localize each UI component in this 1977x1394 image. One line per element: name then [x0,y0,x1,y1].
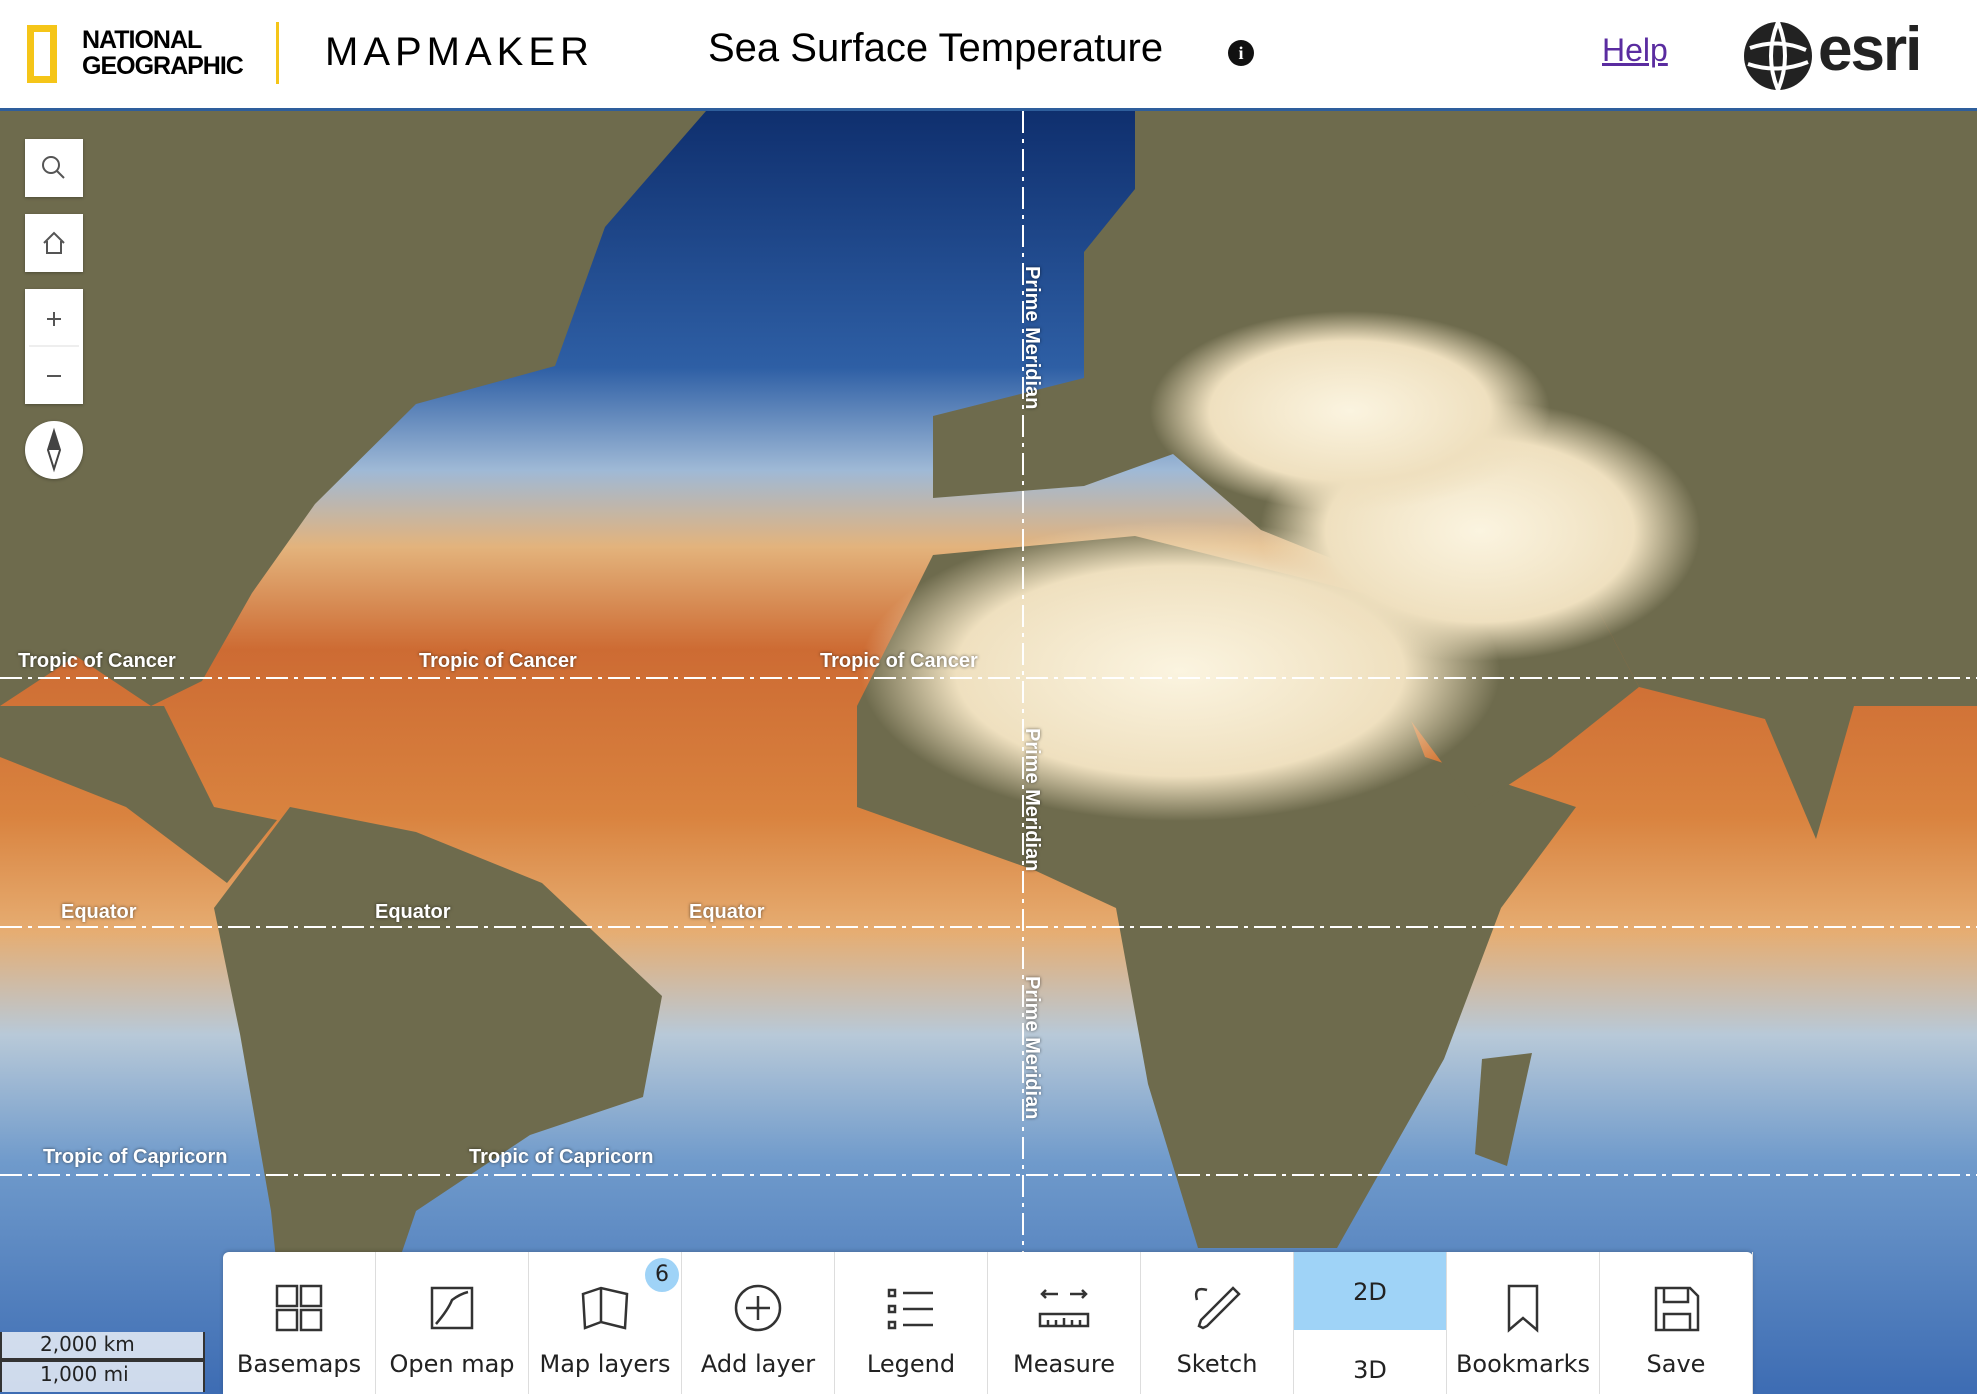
graticule-label: Prime Meridian [1021,266,1043,410]
tool-label: Legend [866,1350,956,1378]
graticule-label: Tropic of Capricorn [469,1146,654,1168]
natgeo-frame [27,25,57,83]
compass[interactable] [25,421,83,479]
landmass [0,111,706,706]
header: NATIONAL GEOGRAPHIC MAPMAKER Sea Surface… [0,0,1977,111]
scale-km: 2,000 km [0,1332,205,1360]
tool-button[interactable]: Legend [835,1252,988,1394]
map[interactable] [0,111,1977,1394]
tool-label: Map layers [539,1350,671,1378]
graticule-label: Equator [61,901,137,923]
tool-label: Sketch [1176,1350,1258,1378]
tool-label: Save [1646,1350,1706,1378]
graticule-label: Tropic of Cancer [419,650,577,672]
graticule-label: Tropic of Cancer [18,650,176,672]
brand-line: NATIONAL [82,26,202,54]
scale-mi: 1,000 mi [0,1360,205,1392]
view-2d[interactable]: 2D [1353,1278,1387,1306]
layer-count-badge: 6 [645,1258,679,1292]
landmass [1475,1053,1532,1166]
divider [276,22,279,84]
view-toggle[interactable]: 2D 3D [1294,1252,1447,1394]
view-3d[interactable]: 3D [1353,1356,1387,1384]
tool-label: Bookmarks [1455,1350,1591,1378]
map-title: Sea Surface Temperature [708,26,1164,70]
info-icon[interactable]: i [1228,40,1254,66]
help-link[interactable]: Help [1602,32,1668,68]
landmass [0,706,277,883]
search-button[interactable] [25,139,83,197]
zoom-controls[interactable] [25,289,83,404]
app-name: MAPMAKER [325,30,594,74]
tool-button[interactable]: Add layer [682,1252,835,1394]
tool-label: Open map [389,1350,515,1378]
graticule-label: Equator [689,901,765,923]
graticule [0,111,1977,1394]
tool-button[interactable]: Bookmarks [1447,1252,1600,1394]
graticule-label: Tropic of Capricorn [43,1146,228,1168]
tool-label: Basemaps [236,1350,362,1378]
brand-line: GEOGRAPHIC [82,52,244,80]
esri-globe [1744,21,1812,91]
tool-button[interactable]: Map layers 6 [529,1252,682,1394]
graticule-label: Prime Meridian [1021,976,1043,1120]
tool-button[interactable]: Basemaps [223,1252,376,1394]
desert [1150,311,1550,511]
tool-button[interactable]: Open map [376,1252,529,1394]
graticule-label: Prime Meridian [1021,728,1043,872]
tool-label: Add layer [700,1350,816,1378]
graticule-label: Equator [375,901,451,923]
graticule-label: Tropic of Cancer [820,650,978,672]
tool-button[interactable]: Measure [988,1252,1141,1394]
landmass [214,807,662,1394]
tool-button[interactable]: Save [1600,1252,1753,1394]
brand: NATIONAL GEOGRAPHIC [82,26,244,80]
tool-button[interactable]: Sketch [1141,1252,1294,1394]
land [0,111,1977,1394]
tool-label: Measure [1013,1350,1115,1378]
scale-bar: 2,000 km 1,000 mi [0,1332,205,1394]
home-button[interactable] [25,214,83,272]
esri-logo: esri [1818,15,1922,84]
toolbar [223,1252,1753,1394]
